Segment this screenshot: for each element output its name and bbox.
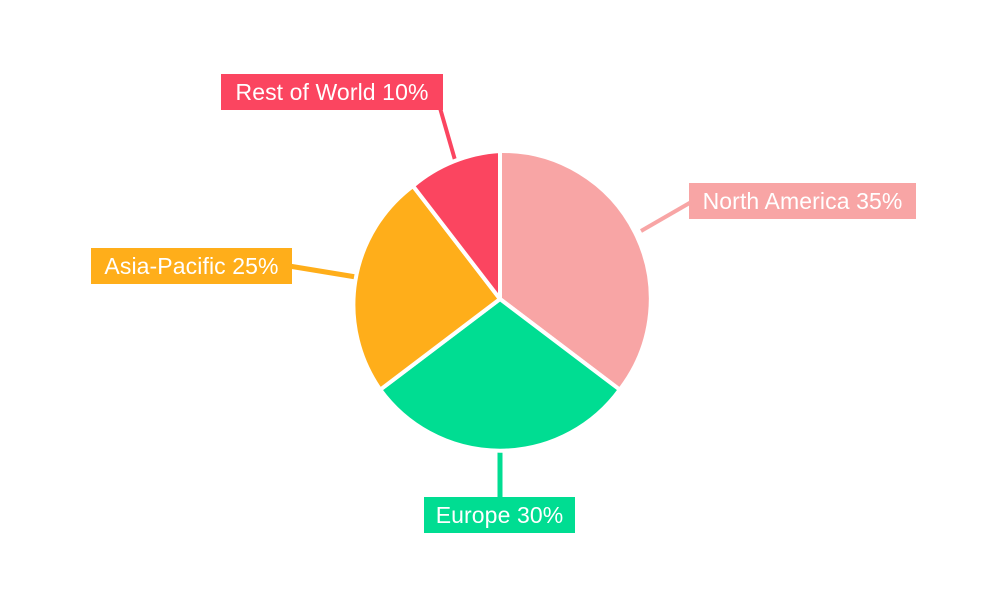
wedge-north-america[interactable]	[498, 148, 653, 392]
slice-label-asia-pacific[interactable]: Asia-Pacific 25%	[91, 248, 292, 284]
slice-label-text: Europe 30%	[435, 501, 564, 528]
slice-label-text: North America 35%	[702, 187, 903, 214]
leader-line-rest-of-world	[438, 107, 457, 161]
slice-label-text: Asia-Pacific 25%	[104, 252, 279, 279]
slice-label-rest-of-world[interactable]: Rest of World 10%	[221, 74, 443, 110]
slice-label-north-america[interactable]: North America 35%	[689, 183, 916, 219]
wedge-europe[interactable]	[378, 297, 622, 453]
wedge-rest-of-world[interactable]	[411, 149, 502, 301]
slice-label-europe[interactable]: Europe 30%	[424, 497, 575, 533]
leader-line-asia-pacific	[288, 263, 357, 280]
pie-wedges	[351, 148, 653, 453]
slice-label-text: Rest of World 10%	[235, 78, 429, 105]
wedge-asia-pacific[interactable]	[351, 183, 502, 392]
leader-line-north-america	[640, 199, 694, 233]
